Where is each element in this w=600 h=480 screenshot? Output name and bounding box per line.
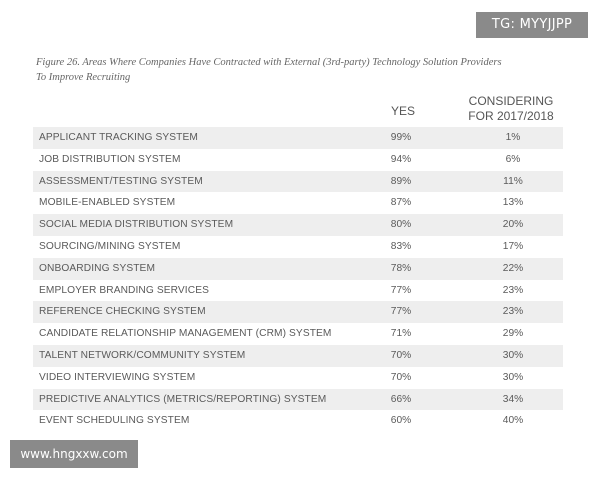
row-considering-value: 30% (502, 371, 524, 383)
row-considering-value: 1% (505, 132, 521, 143)
row-name: JOB DISTRIBUTION SYSTEM (39, 153, 181, 165)
row-yes-value: 70% (390, 349, 412, 361)
row-considering-value: 23% (502, 306, 524, 318)
row-yes-value: 60% (390, 415, 412, 427)
header-considering-line-1: CONSIDERING (468, 94, 554, 108)
table-row: SOCIAL MEDIA DISTRIBUTION SYSTEM 80% 20% (33, 214, 563, 236)
table-row: EMPLOYER BRANDING SERVICES 77% 23% (33, 280, 563, 302)
row-considering-value: 13% (502, 197, 524, 209)
caption-line-1: Figure 26. Areas Where Companies Have Co… (36, 57, 502, 68)
row-considering-value: 6% (505, 153, 521, 165)
table-row: EVENT SCHEDULING SYSTEM 60% 40% (33, 410, 563, 432)
row-yes-value: 71% (390, 328, 412, 340)
row-considering-value: 34% (502, 393, 524, 405)
row-name: SOURCING/MINING SYSTEM (39, 240, 181, 252)
row-yes-value: 70% (390, 371, 412, 383)
row-name: ONBOARDING SYSTEM (39, 262, 156, 274)
row-considering-value: 30% (502, 349, 524, 361)
table-row: JOB DISTRIBUTION SYSTEM 94% 6% (33, 149, 563, 171)
table-row: APPLICANT TRACKING SYSTEM 99% 1% (33, 127, 563, 149)
row-yes-value: 83% (390, 240, 412, 252)
row-considering-value: 40% (502, 415, 524, 427)
watermark-bottom: www.hngxxw.com (10, 440, 138, 468)
row-name: CANDIDATE RELATIONSHIP MANAGEMENT (CRM) … (39, 328, 332, 340)
row-name: EMPLOYER BRANDING SERVICES (39, 284, 209, 296)
row-name: SOCIAL MEDIA DISTRIBUTION SYSTEM (39, 219, 234, 231)
header-considering: CONSIDERING FOR 2017/2018 (461, 94, 561, 124)
row-yes-value: 99% (390, 132, 412, 143)
row-name: TALENT NETWORK/COMMUNITY SYSTEM (39, 349, 246, 361)
table-row: REFERENCE CHECKING SYSTEM 77% 23% (33, 301, 563, 324)
table-row: CANDIDATE RELATIONSHIP MANAGEMENT (CRM) … (33, 323, 563, 345)
caption-line-2: To Improve Recruiting (36, 72, 131, 83)
table-row: PREDICTIVE ANALYTICS (METRICS/REPORTING)… (33, 388, 563, 411)
row-considering-value: 11% (503, 175, 523, 187)
row-yes-value: 77% (390, 284, 412, 296)
row-yes-value: 77% (390, 306, 412, 318)
row-yes-value: 94% (390, 153, 412, 165)
row-yes-value: 89% (390, 175, 412, 187)
row-name: MOBILE-ENABLED SYSTEM (39, 197, 176, 209)
row-considering-value: 29% (502, 328, 524, 340)
row-yes-value: 66% (390, 393, 412, 405)
table-header: YES CONSIDERING FOR 2017/2018 (33, 94, 563, 127)
row-yes-value: 78% (390, 262, 412, 274)
table-row: MOBILE-ENABLED SYSTEM 87% 13% (33, 192, 563, 214)
row-yes-value: 87% (390, 197, 412, 209)
row-name: EVENT SCHEDULING SYSTEM (39, 415, 190, 427)
row-considering-value: 17% (502, 240, 524, 252)
figure-caption: Figure 26. Areas Where Companies Have Co… (36, 55, 516, 85)
table-row: SOURCING/MINING SYSTEM 83% 17% (33, 236, 563, 258)
row-yes-value: 80% (390, 219, 412, 231)
table-row: TALENT NETWORK/COMMUNITY SYSTEM 70% 30% (33, 344, 563, 367)
table-row: ASSESSMENT/TESTING SYSTEM 89% 11% (33, 170, 563, 193)
data-table: YES CONSIDERING FOR 2017/2018 APPLICANT … (33, 94, 563, 432)
table-row: VIDEO INTERVIEWING SYSTEM 70% 30% (33, 367, 563, 389)
row-name: PREDICTIVE ANALYTICS (METRICS/REPORTING)… (39, 393, 327, 405)
table-row: ONBOARDING SYSTEM 78% 22% (33, 257, 563, 280)
row-name: ASSESSMENT/TESTING SYSTEM (39, 175, 203, 187)
row-considering-value: 20% (502, 219, 524, 231)
header-considering-line-2: FOR 2017/2018 (468, 109, 554, 123)
watermark-top: TG: MYYJJPP (476, 12, 588, 38)
table-body: APPLICANT TRACKING SYSTEM 99% 1% JOB DIS… (33, 127, 563, 432)
header-yes: YES (390, 104, 415, 118)
row-considering-value: 23% (502, 284, 524, 296)
row-considering-value: 22% (502, 262, 524, 274)
row-name: REFERENCE CHECKING SYSTEM (39, 306, 206, 318)
row-name: APPLICANT TRACKING SYSTEM (39, 132, 198, 143)
row-name: VIDEO INTERVIEWING SYSTEM (39, 371, 196, 383)
